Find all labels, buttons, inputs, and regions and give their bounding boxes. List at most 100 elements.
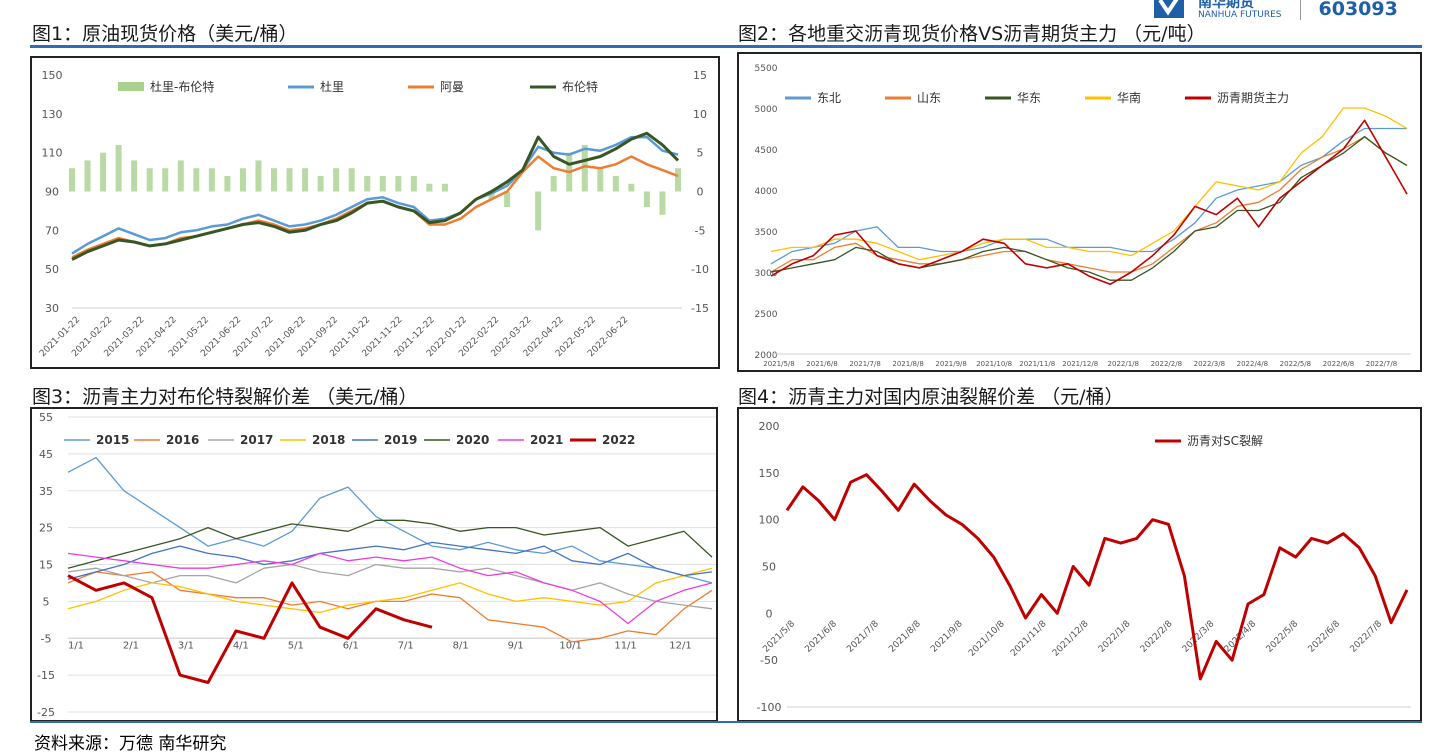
logo-mark-icon xyxy=(1154,0,1184,18)
y-tick-label: 2500 xyxy=(755,310,778,320)
x-tick-label: 2021/9/8 xyxy=(935,360,966,368)
spread-bar xyxy=(271,168,277,192)
chart1-frame: 150 130 110 90 70 50 30 15 10 5 0 -5 -10 -15 2021-01-2… xyxy=(30,56,720,369)
chart4-frame: 200 150 100 50 0 -50 -100 2021/5/8 2021/6/8 2021/… xyxy=(737,407,1422,722)
y-tick-label: 3500 xyxy=(755,228,778,238)
spread-bar xyxy=(395,175,402,192)
spread-bar xyxy=(208,168,215,192)
y-tick-label: 45 xyxy=(39,448,53,461)
y-tick-label: 4500 xyxy=(755,146,778,156)
y-tick-label: -50 xyxy=(760,654,778,667)
x-tick-label: 3/1 xyxy=(178,640,194,651)
chart2-title: 图2：各地重交沥青现货价格VS沥青期货主力 （元/吨） xyxy=(738,23,1206,45)
spread-bar xyxy=(675,168,681,192)
x-tick-label: 2022/5/8 xyxy=(1265,619,1301,655)
x-tick-label: 2021/10/8 xyxy=(976,360,1012,368)
legend-label: 2017 xyxy=(240,433,273,447)
chart2-svg: 5500 5000 4500 4000 3500 3000 2500 20002021/5/8… xyxy=(755,64,1411,368)
y-tick-label: 5500 xyxy=(755,64,778,74)
legend-label: 阿曼 xyxy=(440,80,464,94)
x-tick-label: 2/1 xyxy=(123,640,139,651)
x-tick-label: 10/1 xyxy=(559,640,581,651)
spread-bar xyxy=(410,175,417,192)
x-tick-label: 5/1 xyxy=(288,640,304,651)
y2-tick-label: -10 xyxy=(691,263,709,276)
x-tick-label: 2021/10/8 xyxy=(967,619,1007,659)
spread-bar xyxy=(364,175,371,192)
spread-bar xyxy=(643,191,650,208)
spread-bar xyxy=(286,168,293,192)
x-tick-label: 2022/7/8 xyxy=(1366,360,1397,368)
legend-label: 2019 xyxy=(384,433,417,447)
series-line-华东 xyxy=(770,136,1408,281)
stock-code: 603093 xyxy=(1318,0,1398,20)
legend-label: 2022 xyxy=(602,433,635,447)
spread-bar xyxy=(131,160,138,192)
series-line-2018 xyxy=(67,567,713,614)
spread-bar xyxy=(255,160,262,192)
chart2-frame: 5500 5000 4500 4000 3500 3000 2500 2000 2021/5/8… xyxy=(737,52,1422,372)
x-tick-label: 2021/9/8 xyxy=(929,619,965,655)
x-tick-label: 2022/6/8 xyxy=(1307,619,1343,655)
legend-label: 华南 xyxy=(1117,90,1141,105)
spread-bar xyxy=(69,168,75,192)
x-tick-label: 2021/7/8 xyxy=(849,360,880,368)
x-tick-label: 2021/12/8 xyxy=(1051,619,1091,659)
chart1-svg: 15013011090705030151050-5-10-152021-01-2… xyxy=(38,69,709,359)
series-line-沥青期货主力 xyxy=(770,119,1408,286)
x-tick-label: 2021/7/8 xyxy=(845,619,881,655)
spread-bar xyxy=(239,168,246,192)
logo-subtext: NANHUA FUTURES xyxy=(1198,10,1282,20)
y-tick-label: 4000 xyxy=(755,187,778,197)
source-note: 资料来源：万德 南华研究 xyxy=(34,734,227,754)
y-tick-label: 50 xyxy=(762,561,776,574)
x-tick-label: 2022/4/8 xyxy=(1237,360,1268,368)
x-tick-label: 2022/6/8 xyxy=(1323,360,1354,368)
y-tick-label: 0 xyxy=(766,607,773,620)
x-tick-label: 12/1 xyxy=(669,640,691,651)
y-tick-label: 30 xyxy=(45,302,59,315)
spread-bar xyxy=(115,144,122,192)
x-tick-label: 2022/1/8 xyxy=(1097,619,1133,655)
x-tick-label: 2021/12/8 xyxy=(1062,360,1098,368)
x-tick-label: 2022/2/8 xyxy=(1151,360,1182,368)
y-tick-label: 2000 xyxy=(755,351,778,361)
x-tick-label: 9/1 xyxy=(508,640,524,651)
y-tick-label: -5 xyxy=(41,632,52,645)
y-tick-label: -25 xyxy=(37,706,55,719)
legend-label: 2018 xyxy=(312,433,345,447)
x-tick-label: 2021/8/8 xyxy=(887,619,923,655)
spread-bar xyxy=(426,183,433,192)
x-tick-label: 2021/11/8 xyxy=(1019,360,1055,368)
x-tick-label: 7/1 xyxy=(398,640,414,651)
x-tick-label: 2021/6/8 xyxy=(806,360,837,368)
x-tick-label: 2022/7/8 xyxy=(1349,619,1385,655)
x-tick-label: 2022/5/8 xyxy=(1280,360,1311,368)
chart4-title: 图4：沥青主力对国内原油裂解价差 （元/桶） xyxy=(738,386,1124,408)
x-tick-label: 2021/11/8 xyxy=(1009,619,1049,659)
series-line-2016 xyxy=(67,571,713,643)
series-line-东北 xyxy=(770,127,1407,265)
x-tick-label: 6/1 xyxy=(343,640,359,651)
y-tick-label: 15 xyxy=(39,559,53,572)
y-tick-label: 5 xyxy=(43,595,50,608)
y-tick-label: 25 xyxy=(39,522,53,535)
series-line-杜里 xyxy=(71,135,679,255)
footer-rule xyxy=(30,721,1422,723)
spread-bar xyxy=(612,175,619,192)
spread-bar xyxy=(488,191,495,200)
y-tick-label: 130 xyxy=(42,108,63,121)
spread-bar xyxy=(535,191,542,231)
spread-bar xyxy=(581,144,588,192)
y-tick-label: -15 xyxy=(37,669,55,682)
x-tick-label: 2021/8/8 xyxy=(892,360,923,368)
y-tick-label: 150 xyxy=(42,69,63,82)
y-tick-label: 50 xyxy=(45,263,59,276)
x-tick-label: 11/1 xyxy=(614,640,636,651)
spread-bar xyxy=(379,175,386,192)
spread-bar xyxy=(504,191,511,208)
legend-label: 布伦特 xyxy=(562,79,598,94)
legend-label: 2020 xyxy=(456,433,489,447)
series-line-2015 xyxy=(67,456,713,584)
